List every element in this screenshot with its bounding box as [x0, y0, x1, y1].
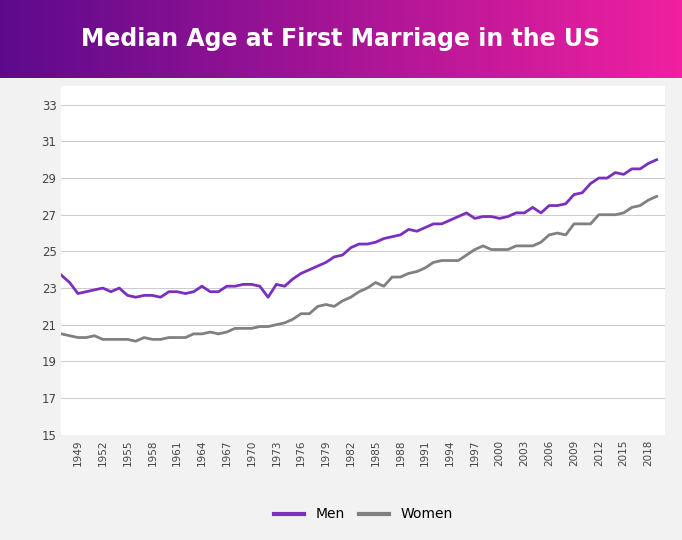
Text: Median Age at First Marriage in the US: Median Age at First Marriage in the US	[81, 27, 601, 51]
Legend: Men, Women: Men, Women	[268, 502, 458, 527]
